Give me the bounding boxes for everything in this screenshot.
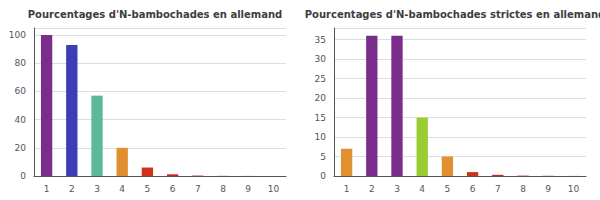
svg-text:2: 2 (369, 184, 375, 194)
svg-text:6: 6 (170, 184, 176, 194)
svg-text:0: 0 (320, 171, 326, 181)
svg-text:9: 9 (545, 184, 551, 194)
svg-text:5: 5 (145, 184, 151, 194)
svg-text:10: 10 (268, 184, 280, 194)
svg-text:8: 8 (220, 184, 226, 194)
svg-text:1: 1 (44, 184, 50, 194)
svg-text:2: 2 (69, 184, 75, 194)
svg-text:30: 30 (315, 54, 327, 64)
svg-text:15: 15 (315, 113, 326, 123)
svg-text:5: 5 (320, 152, 326, 162)
svg-text:80: 80 (15, 58, 27, 68)
svg-text:1: 1 (344, 184, 350, 194)
svg-text:4: 4 (419, 184, 425, 194)
svg-text:25: 25 (315, 74, 326, 84)
svg-text:7: 7 (195, 184, 201, 194)
svg-text:20: 20 (15, 143, 27, 153)
svg-text:20: 20 (315, 93, 327, 103)
svg-text:Pourcentages d'N-bambochades e: Pourcentages d'N-bambochades en allemand (28, 9, 282, 20)
svg-text:40: 40 (15, 115, 27, 125)
svg-text:3: 3 (94, 184, 100, 194)
svg-text:7: 7 (495, 184, 501, 194)
svg-text:10: 10 (315, 132, 327, 142)
svg-text:6: 6 (470, 184, 476, 194)
svg-text:8: 8 (520, 184, 526, 194)
svg-text:35: 35 (315, 35, 326, 45)
svg-text:60: 60 (15, 86, 27, 96)
svg-text:0: 0 (20, 171, 26, 181)
svg-text:Pourcentages d'N-bambochades s: Pourcentages d'N-bambochades strictes en… (305, 9, 600, 20)
svg-text:9: 9 (245, 184, 251, 194)
svg-text:5: 5 (445, 184, 451, 194)
svg-text:4: 4 (119, 184, 125, 194)
svg-text:3: 3 (394, 184, 400, 194)
svg-text:100: 100 (9, 30, 26, 40)
svg-text:10: 10 (568, 184, 580, 194)
